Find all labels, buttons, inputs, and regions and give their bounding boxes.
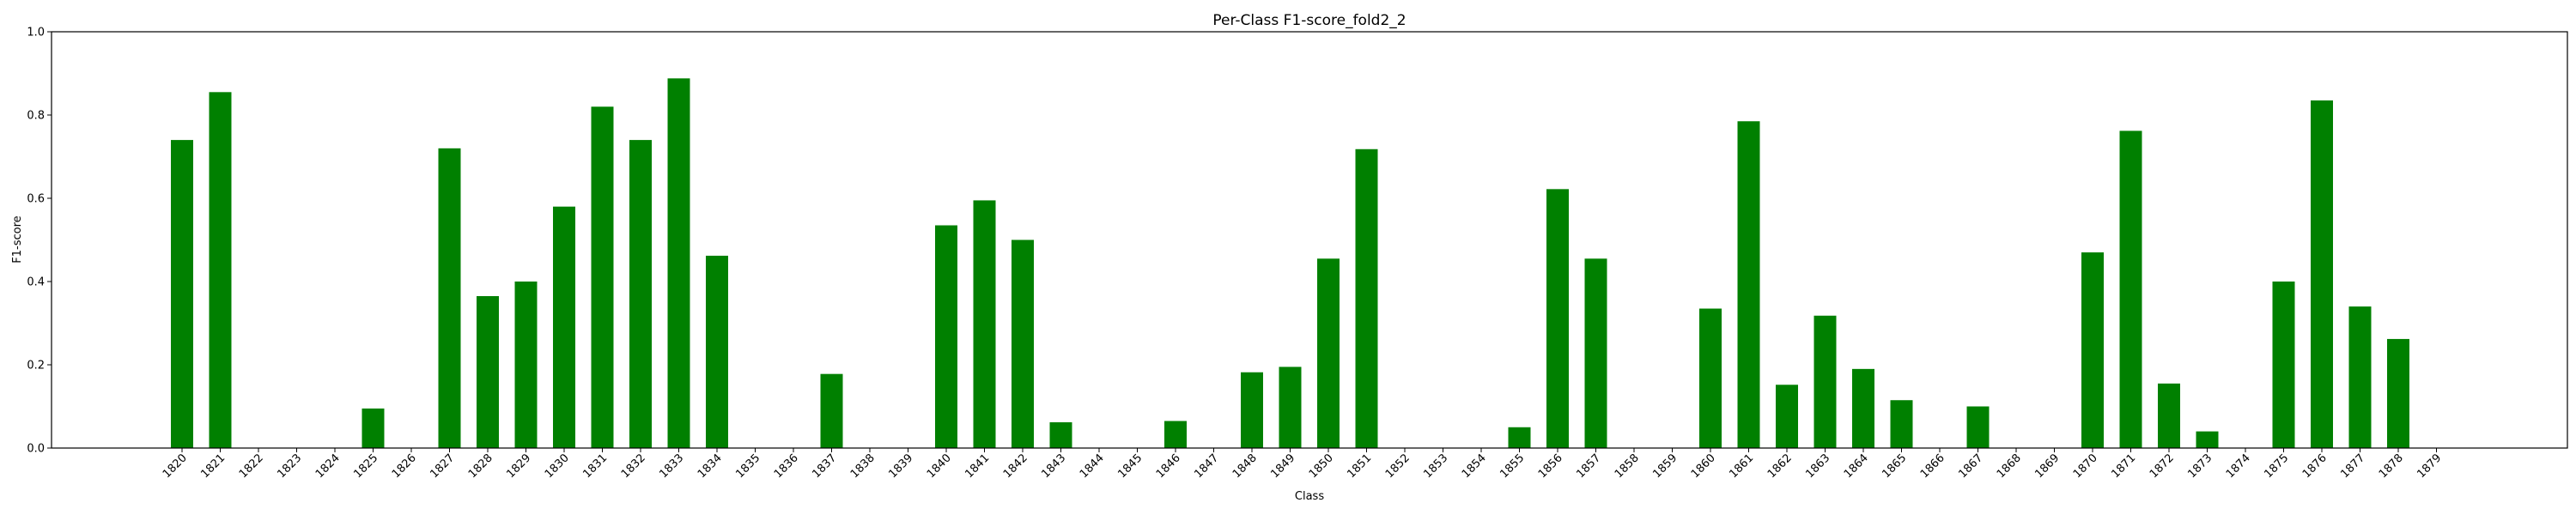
bar-1832 (629, 140, 652, 448)
bar-1865 (1890, 400, 1913, 448)
y-tick-label-0.0: 0.0 (27, 443, 45, 456)
y-tick-label-0.8: 0.8 (27, 110, 45, 123)
y-tick-label-1.0: 1.0 (27, 27, 45, 39)
bar-1833 (667, 78, 690, 448)
bar-1861 (1737, 121, 1760, 448)
bar-1867 (1966, 406, 1990, 448)
bar-1857 (1584, 258, 1607, 448)
bar-1878 (2387, 338, 2409, 448)
bar-1843 (1049, 421, 1072, 448)
bar-1820 (171, 140, 193, 448)
bar-1876 (2311, 100, 2333, 448)
bar-1829 (514, 282, 538, 448)
bar-1864 (1852, 368, 1874, 448)
bar-1870 (2081, 252, 2104, 448)
y-tick-label-0.4: 0.4 (27, 276, 45, 289)
bar-1855 (1508, 427, 1531, 448)
y-tick-label-0.2: 0.2 (27, 360, 45, 373)
bar-1856 (1546, 189, 1569, 448)
bar-1863 (1814, 315, 1837, 448)
bar-1877 (2348, 306, 2372, 448)
y-axis-ticks: 0.0 0.2 0.4 0.6 0.8 1.0 (27, 27, 52, 456)
bar-1834 (706, 255, 728, 448)
bar-1873 (2196, 431, 2219, 448)
bar-1831 (591, 106, 614, 449)
bar-1851 (1355, 148, 1378, 448)
bar-1842 (1012, 239, 1034, 448)
bars-group (171, 78, 2409, 449)
bar-1827 (438, 148, 461, 449)
bar-1872 (2158, 383, 2180, 448)
y-tick-label-0.6: 0.6 (27, 193, 45, 206)
chart-title: Per-Class F1-score_fold2_2 (1212, 12, 1406, 29)
bar-1825 (361, 408, 385, 448)
bar-1837 (820, 373, 843, 448)
bar-1848 (1241, 372, 1263, 448)
bar-1841 (973, 200, 996, 448)
bar-1875 (2272, 282, 2295, 448)
x-axis-label: Class (1295, 490, 1324, 503)
bar-1862 (1776, 385, 1798, 448)
bar-1840 (935, 225, 957, 448)
bar-1871 (2119, 130, 2142, 448)
bar-1828 (477, 295, 499, 448)
bar-1849 (1279, 367, 1302, 448)
y-axis-label: F1-score (11, 215, 24, 263)
bar-1860 (1699, 308, 1722, 448)
bar-1850 (1317, 258, 1340, 448)
bar-1846 (1164, 421, 1187, 448)
bar-1830 (553, 206, 575, 448)
plot-frame (51, 31, 2568, 449)
bar-1821 (209, 92, 232, 448)
